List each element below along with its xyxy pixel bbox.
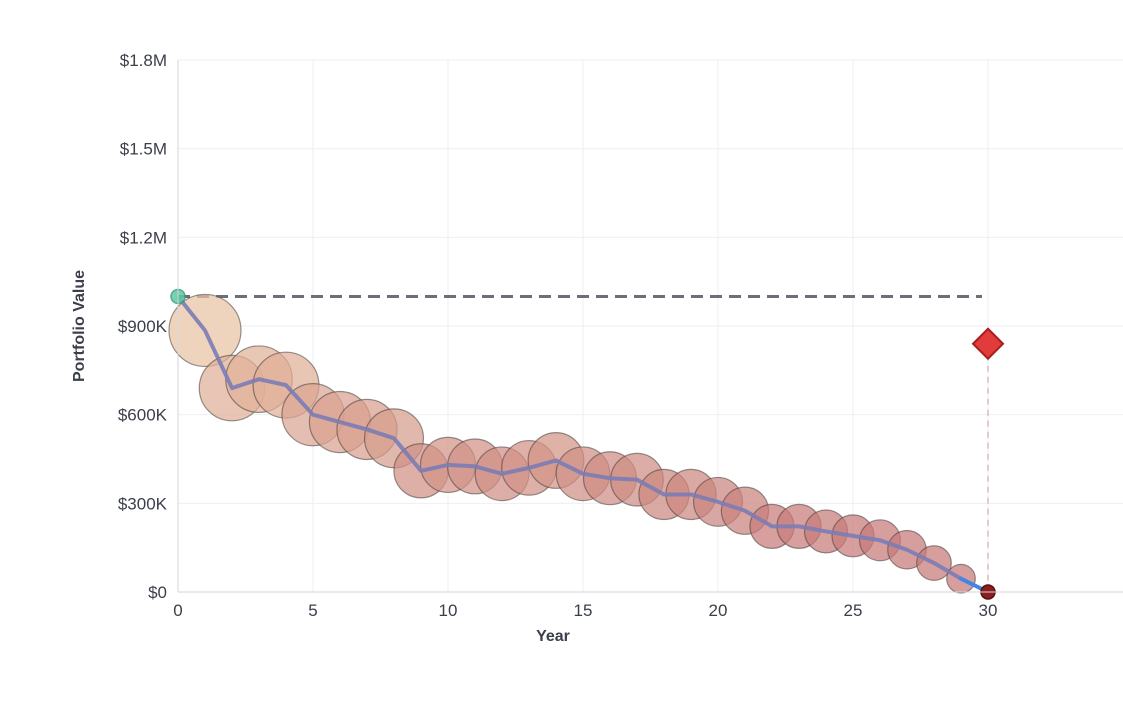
x-tick-label: 15 <box>574 601 593 620</box>
value-line <box>176 295 963 581</box>
y-tick-label: $1.8M <box>120 51 167 70</box>
y-tick-label: $1.2M <box>120 228 167 247</box>
axes: $0 $300K $600K $900K $1.2M $1.5M $1.8M 0 5 10 15 20… <box>118 51 1123 620</box>
marker-layer <box>170 288 1005 600</box>
y-tick-label: $1.5M <box>120 140 167 159</box>
y-tick-label: $0 <box>148 583 167 602</box>
x-tick-label: 25 <box>844 601 863 620</box>
y-tick-label: $300K <box>118 494 168 513</box>
y-tick-label: $600K <box>118 406 168 425</box>
x-tick-label: 30 <box>979 601 998 620</box>
y-tick-label: $900K <box>118 317 168 336</box>
reference-layer <box>178 294 989 592</box>
y-axis-title: Portfolio Value <box>71 270 88 382</box>
x-tick-label: 20 <box>709 601 728 620</box>
x-tick-label: 10 <box>439 601 458 620</box>
x-tick-label: 0 <box>173 601 182 620</box>
x-tick-label: 5 <box>308 601 317 620</box>
diamond-marker <box>971 327 1005 361</box>
bubble-layer <box>168 293 976 594</box>
x-axis-title: Year <box>536 628 570 645</box>
